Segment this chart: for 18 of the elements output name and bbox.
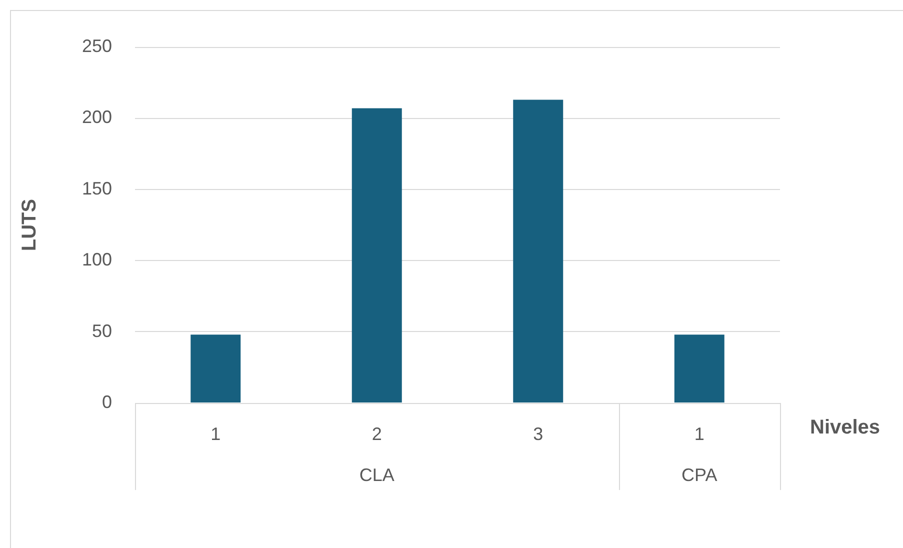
y-tick-label: 150 xyxy=(82,178,112,198)
x-tick-label: 2 xyxy=(372,424,382,444)
x-axis-title: Niveles xyxy=(810,416,880,439)
y-tick-label: 50 xyxy=(92,320,112,341)
text: CPA xyxy=(682,464,718,485)
x-tick-label: 1 xyxy=(210,424,221,444)
bar xyxy=(674,334,724,402)
bar xyxy=(352,108,402,402)
y-tick-label: 200 xyxy=(82,107,112,128)
y-tick-label: 250 xyxy=(82,36,112,56)
text: CLA xyxy=(359,464,394,485)
bar xyxy=(190,334,241,402)
y-tick-label: 0 xyxy=(102,392,112,412)
x-tick-label: 1 xyxy=(694,424,704,444)
bar xyxy=(513,100,564,402)
y-tick-label: 100 xyxy=(82,250,112,270)
x-tick-label: 3 xyxy=(533,424,544,444)
y-axis-title: LUTS xyxy=(18,198,41,252)
